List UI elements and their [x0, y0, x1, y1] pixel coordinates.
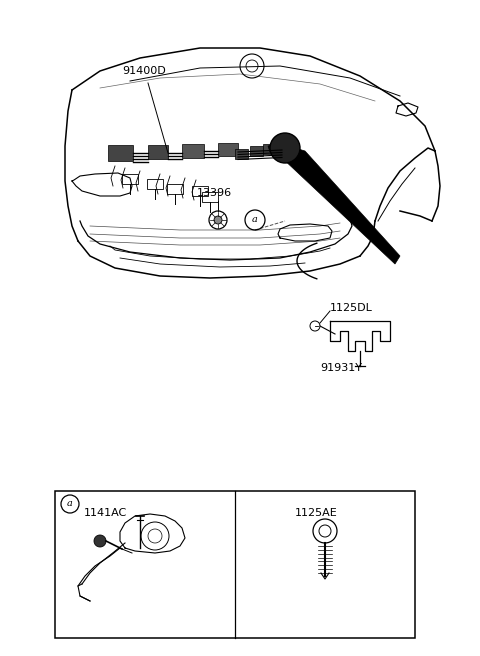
Text: a: a [252, 216, 258, 224]
Circle shape [214, 216, 222, 224]
Circle shape [270, 133, 300, 163]
Bar [55, 491, 415, 638]
Bar [192, 186, 208, 196]
Bar [218, 143, 238, 156]
Text: 91931Y: 91931Y [320, 363, 362, 373]
Bar [147, 179, 163, 189]
Text: a: a [67, 499, 73, 508]
Polygon shape [268, 144, 400, 264]
Text: 13396: 13396 [197, 188, 232, 198]
Circle shape [94, 535, 106, 547]
Bar [122, 174, 138, 184]
Bar [148, 145, 168, 159]
Text: 91400D: 91400D [122, 66, 166, 76]
Bar [202, 192, 218, 202]
Bar [263, 144, 276, 154]
Bar [250, 146, 263, 156]
Text: 1125DL: 1125DL [330, 303, 373, 313]
Bar [235, 149, 248, 159]
Text: 1141AC: 1141AC [84, 508, 127, 518]
Bar [108, 145, 133, 161]
Text: 1125AE: 1125AE [295, 508, 338, 518]
Bar [167, 184, 183, 194]
Bar [182, 144, 204, 158]
